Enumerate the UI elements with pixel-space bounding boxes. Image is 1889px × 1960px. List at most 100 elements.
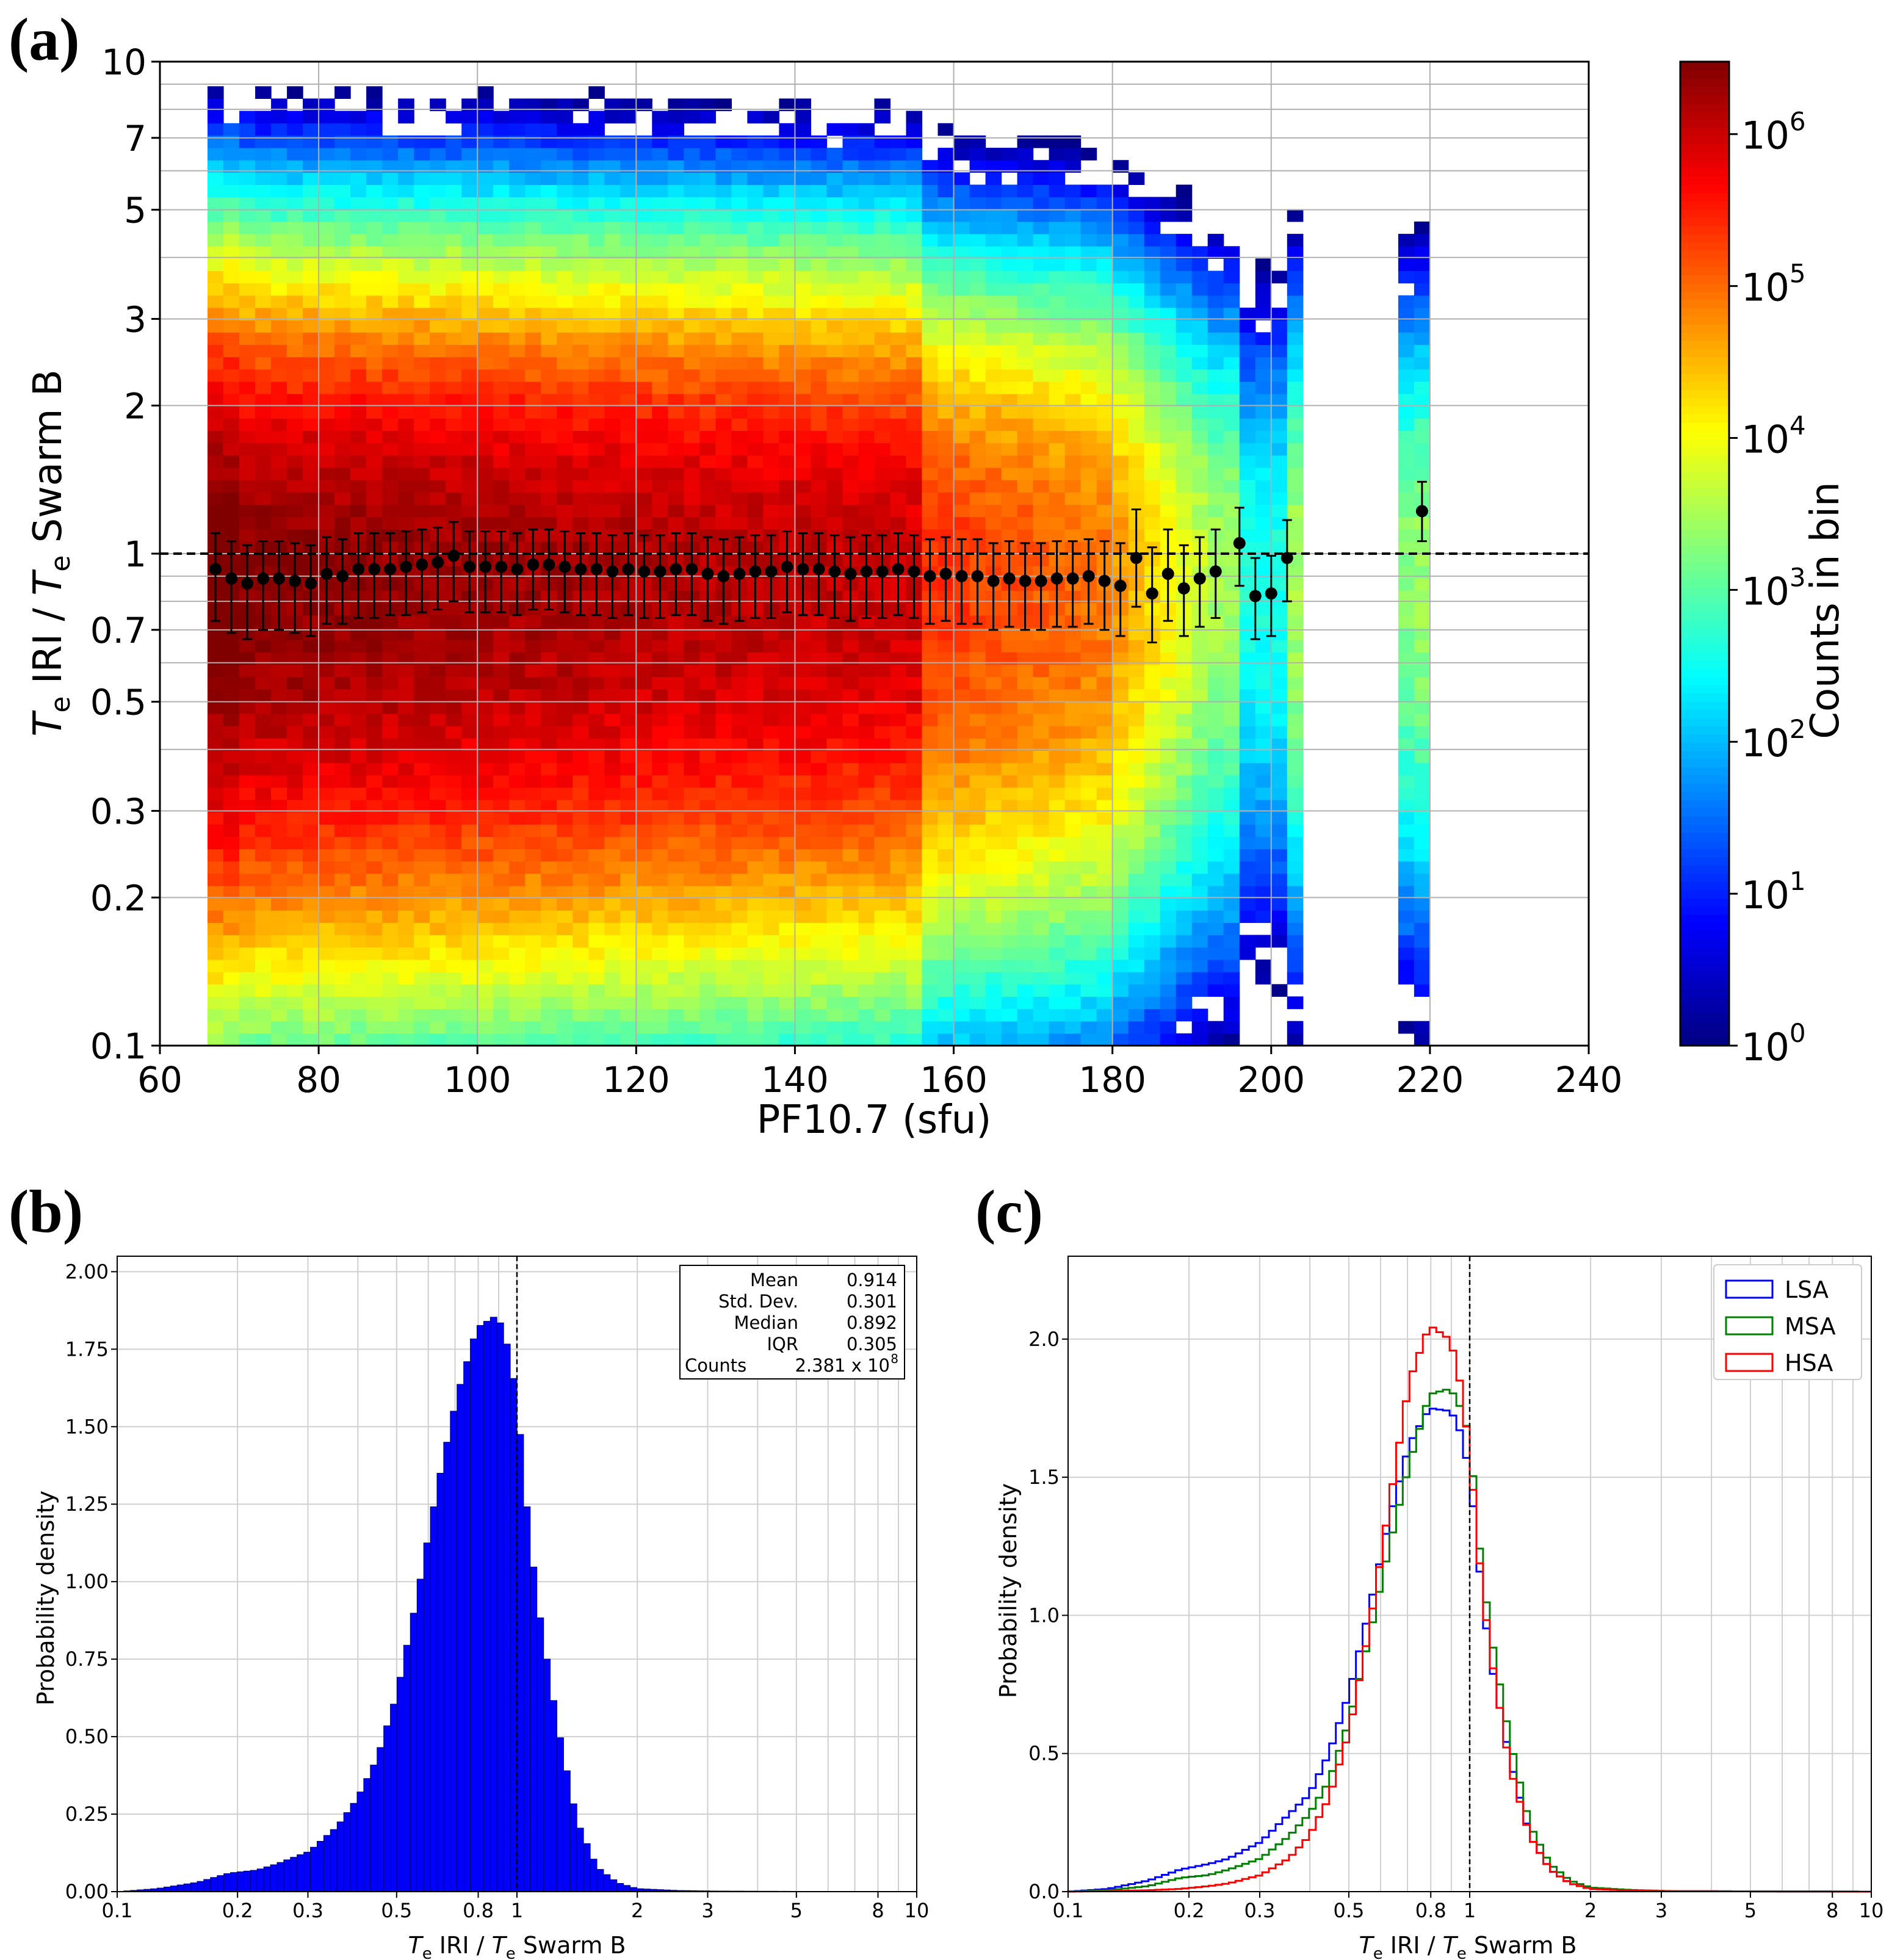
heatmap-cell	[477, 762, 494, 776]
heatmap-cell	[1176, 234, 1193, 247]
heatmap-cell	[461, 160, 478, 173]
heatmap-cell	[1080, 356, 1097, 370]
heatmap-cell	[223, 848, 240, 862]
heatmap-cell	[350, 320, 367, 333]
heatmap-cell	[1223, 836, 1240, 850]
heatmap-cell	[652, 676, 668, 690]
heatmap-cell	[525, 283, 541, 296]
heatmap-cell	[636, 750, 652, 764]
heatmap-cell	[477, 726, 494, 739]
heatmap-cell	[398, 516, 414, 530]
heatmap-cell	[350, 369, 367, 382]
heatmap-cell	[541, 787, 557, 800]
heatmap-cell	[509, 356, 526, 370]
heatmap-cell	[1144, 812, 1161, 825]
heatmap-cell	[541, 381, 557, 394]
heatmap-cell	[826, 467, 843, 480]
heatmap-cell	[826, 935, 843, 948]
heatmap-cell	[826, 209, 843, 222]
heatmap-cell	[1001, 738, 1018, 751]
heatmap-cell	[937, 787, 955, 800]
heatmap-cell	[1049, 308, 1066, 320]
heatmap-cell	[890, 922, 907, 936]
heatmap-cell	[715, 652, 732, 665]
heatmap-cell	[1001, 775, 1018, 788]
heatmap-cell	[287, 86, 303, 99]
heatmap-cell	[1176, 861, 1193, 874]
heatmap-cell	[1001, 935, 1018, 948]
heatmap-cell	[319, 480, 335, 493]
heatmap-cell	[509, 910, 526, 924]
heatmap-cell	[461, 381, 478, 394]
heatmap-cell	[239, 996, 256, 1010]
heatmap-cell	[239, 381, 256, 394]
heatmap-cell	[509, 664, 526, 678]
heatmap-cell	[1001, 750, 1018, 764]
heatmap-cell	[699, 689, 716, 702]
heatmap-cell	[953, 480, 970, 493]
heatmap-cell	[890, 516, 907, 530]
heatmap-cell	[414, 787, 430, 800]
heatmap-cell	[1064, 812, 1082, 825]
heatmap-cell	[874, 664, 891, 678]
heatmap-cell	[1207, 861, 1224, 874]
heatmap-cell	[1176, 701, 1193, 714]
heatmap-cell	[795, 516, 811, 530]
heatmap-cell	[668, 714, 684, 726]
heatmap-cell	[953, 308, 970, 320]
heatmap-cell	[684, 689, 700, 702]
heatmap-cell	[1017, 714, 1034, 726]
heatmap-cell	[620, 234, 637, 247]
heatmap-cell	[747, 258, 764, 272]
heatmap-cell	[811, 701, 828, 714]
heatmap-cell	[541, 443, 557, 456]
heatmap-cell	[223, 221, 240, 234]
heatmap-cell	[382, 800, 399, 812]
heatmap-cell	[239, 123, 256, 136]
heatmap-cell	[699, 1021, 716, 1034]
heatmap-cell	[1033, 184, 1050, 198]
heatmap-cell	[1049, 676, 1066, 690]
heatmap-cell	[747, 246, 764, 259]
heatmap-cell	[1176, 714, 1193, 726]
heatmap-cell	[461, 123, 478, 136]
heatmap-cell	[668, 258, 684, 272]
heatmap-cell	[1191, 308, 1208, 320]
heatmap-cell	[652, 320, 668, 333]
heatmap-cell	[779, 984, 795, 997]
heatmap-cell	[1017, 701, 1034, 714]
heatmap-cell	[557, 110, 573, 124]
heatmap-cell	[763, 984, 779, 997]
heatmap-cell	[509, 184, 526, 198]
heatmap-cell	[969, 824, 986, 837]
heatmap-cell	[874, 172, 891, 185]
heatmap-cell	[223, 148, 240, 161]
heatmap-cell	[826, 996, 843, 1010]
heatmap-cell	[208, 676, 224, 690]
heatmap-cell	[461, 886, 478, 899]
heatmap-cell	[493, 615, 510, 628]
heatmap-cell	[1207, 369, 1224, 382]
heatmap-cell	[953, 750, 970, 764]
heatmap-cell	[874, 886, 891, 899]
heatmap-cell	[239, 750, 256, 764]
heatmap-cell	[1064, 947, 1082, 960]
heatmap-cell	[684, 1008, 700, 1022]
heatmap-cell	[763, 676, 779, 690]
heatmap-cell	[795, 455, 811, 468]
heatmap-cell	[208, 246, 224, 259]
heatmap-cell	[366, 516, 383, 530]
heatmap-cell	[890, 984, 907, 997]
heatmap-cell	[890, 295, 907, 308]
heatmap-cell	[223, 234, 240, 247]
heatmap-cell	[1255, 676, 1272, 690]
heatmap-cell	[1160, 787, 1177, 800]
heatmap-cell	[826, 492, 843, 505]
heatmap-cell	[350, 406, 367, 419]
heatmap-cell	[874, 381, 891, 394]
heatmap-cell	[922, 270, 939, 284]
heatmap-cell	[398, 947, 414, 960]
heatmap-cell	[858, 394, 875, 407]
heatmap-cell	[1239, 689, 1256, 702]
heatmap-cell	[1255, 750, 1272, 764]
